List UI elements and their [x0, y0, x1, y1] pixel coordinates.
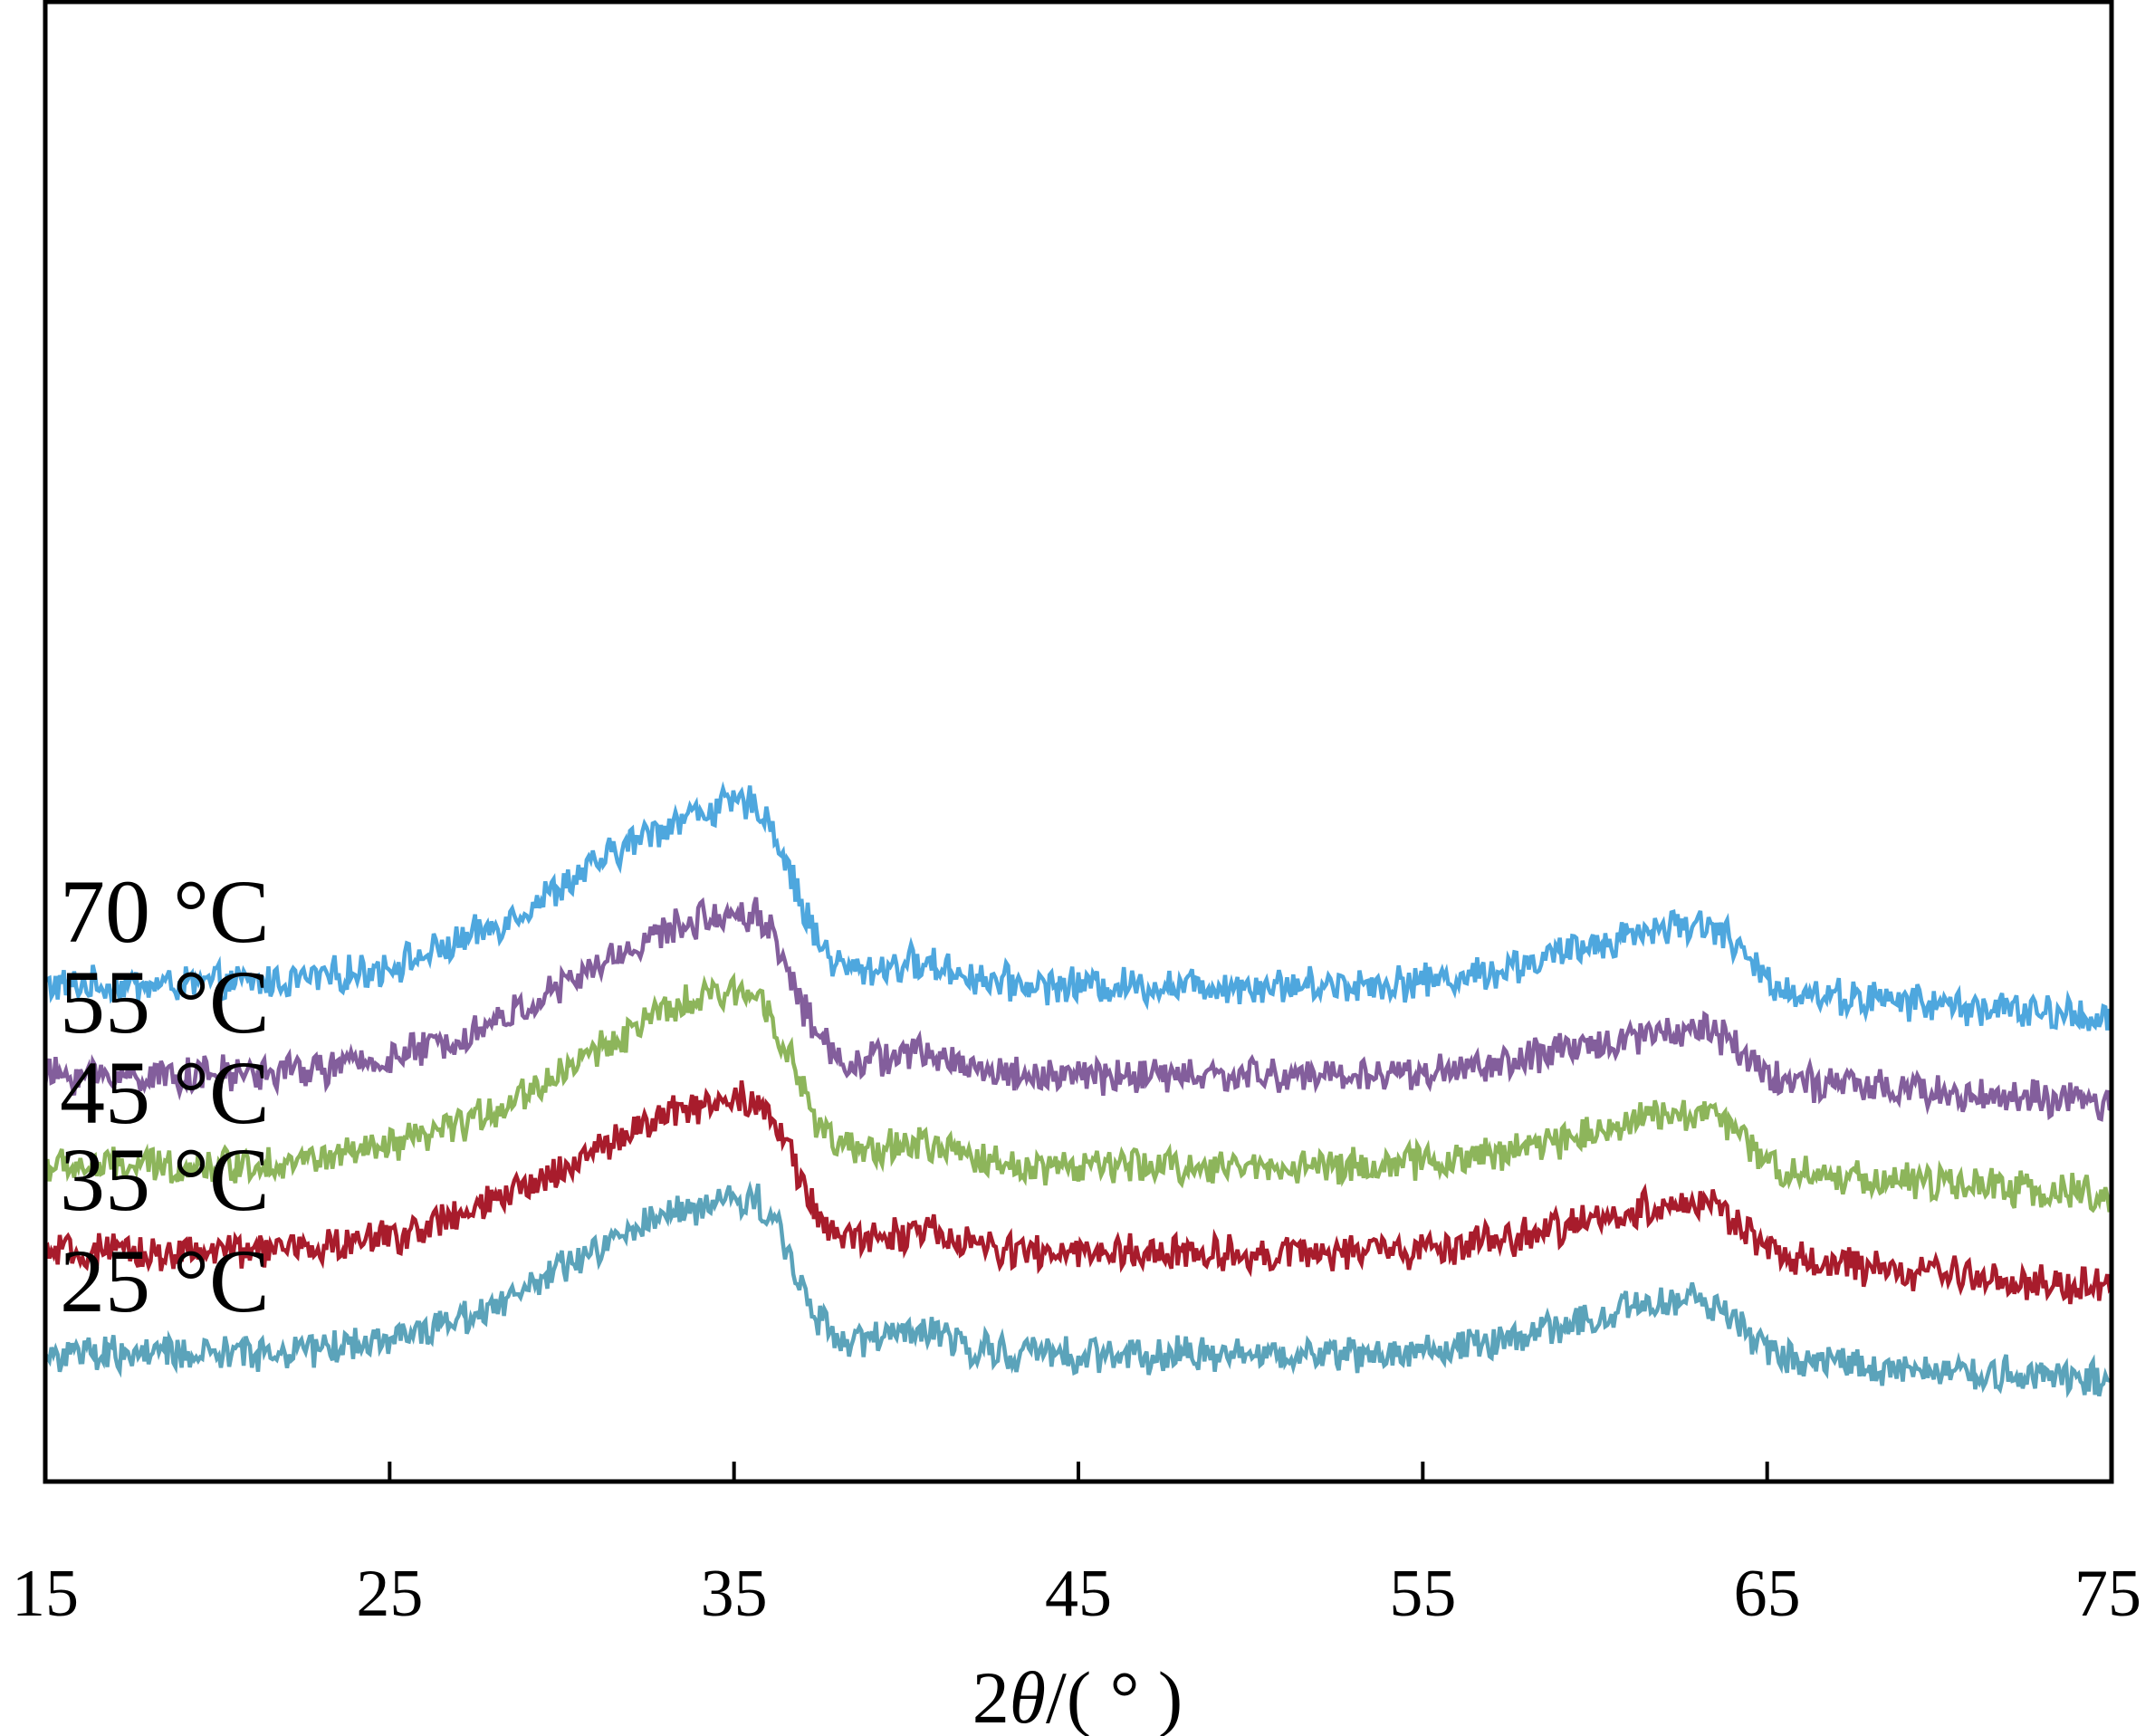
x-axis-ticks	[388, 1462, 1769, 1482]
x-tick-label: 75	[2074, 1557, 2141, 1631]
x-axis-title: 2θ/( ° )	[972, 1656, 1183, 1736]
series-line	[43, 1180, 2112, 1399]
series-labels: 70 °C55 °C45 °C35 °C25 °C	[60, 861, 270, 1331]
series-label: 25 °C	[60, 1231, 270, 1331]
series-line	[43, 972, 2114, 1213]
x-tick-label: 15	[12, 1557, 79, 1631]
series-line	[43, 897, 2112, 1122]
series-label: 70 °C	[60, 861, 270, 962]
x-tick-label: 55	[1389, 1557, 1456, 1631]
x-tick-label: 65	[1734, 1557, 1801, 1631]
series-label: 55 °C	[60, 952, 270, 1052]
series-label: 45 °C	[60, 1042, 270, 1143]
x-tick-label: 25	[356, 1557, 423, 1631]
series-line	[43, 1079, 2113, 1305]
x-tick-label: 35	[701, 1557, 768, 1631]
x-tick-label: 45	[1045, 1557, 1112, 1631]
series-traces	[43, 781, 2114, 1399]
series-label: 35 °C	[60, 1129, 270, 1230]
series-line	[43, 781, 2114, 1031]
x-axis-tick-labels: 15 25 35 45 55 65 75	[12, 1557, 2141, 1631]
